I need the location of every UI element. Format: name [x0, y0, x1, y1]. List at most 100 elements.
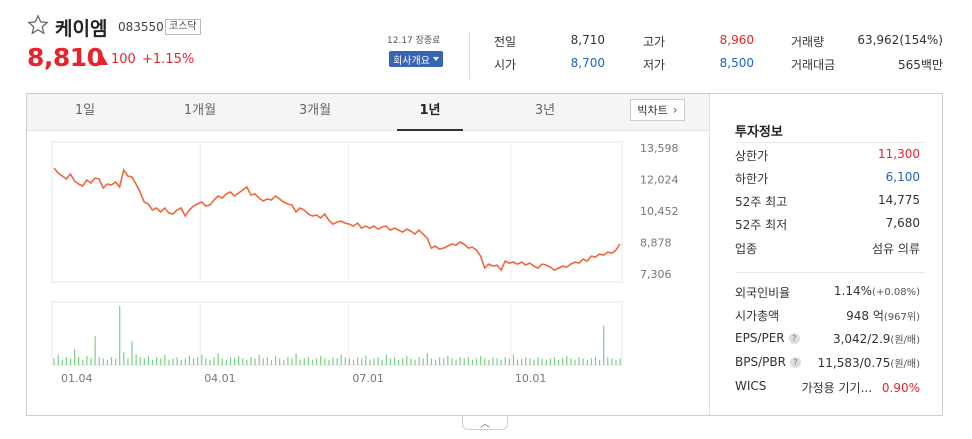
volume-bar [414, 359, 416, 365]
volume-bar [57, 354, 59, 365]
volume-bar [160, 358, 162, 365]
volume-bar [221, 358, 223, 365]
volume-bar [307, 357, 309, 365]
tab-3y[interactable]: 3년 [534, 103, 556, 118]
market-close-date: 12.17 장종료 [387, 36, 441, 46]
volume-bar [357, 357, 359, 365]
volume-bar [508, 358, 510, 365]
volume-bar [74, 349, 76, 365]
volume-bar [385, 354, 387, 365]
bps-pbr-unit: (원/배) [890, 359, 920, 370]
tab-1y[interactable]: 1년 [397, 94, 463, 131]
volume-bar [586, 359, 588, 365]
price-chart[interactable]: 01.04 04.01 07.01 10.01 13,598 12,024 10,452 8,… [27, 132, 709, 416]
chevron-up-icon: ︿ [480, 419, 490, 430]
low-label: 저가 [643, 58, 666, 72]
prev-close-value: 8,710 [570, 33, 605, 47]
volume-bar [336, 358, 338, 365]
volume-bar [143, 358, 145, 365]
volume-bar [619, 358, 621, 365]
volume-bar [557, 359, 560, 365]
volume-bar [53, 358, 55, 365]
volume-label: 거래량 [791, 35, 825, 49]
eps-per-value: 3,042/2.9(원/배) [833, 331, 920, 346]
volume-bar [434, 359, 437, 365]
volume-bar [607, 357, 609, 365]
tab-1d[interactable]: 1일 [74, 103, 96, 118]
volume-bar [410, 358, 412, 365]
volume-bar [315, 358, 318, 365]
volume-bar [90, 358, 92, 365]
price-series-line [53, 167, 621, 272]
volume-bar [529, 358, 531, 365]
upper-limit-label: 상한가 [735, 149, 769, 163]
stock-code: 083550 [118, 20, 164, 34]
volume-bar [475, 358, 478, 365]
open-value: 8,700 [570, 56, 605, 70]
help-icon[interactable]: ? [788, 333, 800, 344]
volume-bar [402, 358, 404, 365]
tab-3m[interactable]: 3개월 [298, 103, 332, 118]
eps-per: 3,042/2.9 [832, 332, 891, 346]
volume-bar [78, 357, 80, 365]
volume-bar [533, 359, 535, 365]
volume-bar [180, 359, 182, 365]
volume-bar [504, 357, 506, 365]
volume-bar [582, 358, 584, 365]
x-tick-label: 04.01 [204, 372, 236, 385]
header-divider [469, 31, 470, 79]
volume-bar [303, 358, 305, 365]
panel-divider [709, 94, 710, 415]
volume-bar [270, 359, 273, 365]
star-icon[interactable] [27, 14, 49, 36]
low52-label: 52주 최저 [735, 218, 788, 232]
info-divider [735, 272, 925, 273]
volume-bar [69, 358, 72, 365]
volume-bar [106, 359, 109, 365]
volume-bar [525, 357, 527, 365]
volume-bar [147, 355, 150, 365]
volume-bar [197, 357, 199, 365]
volume-bar [254, 358, 256, 365]
big-chart-button[interactable]: 빅차트 › [630, 99, 685, 121]
volume-bar [598, 359, 601, 365]
volume-bar [135, 354, 137, 365]
company-overview-label: 회사개요 [393, 55, 430, 67]
market-badge: 코스닥 [165, 19, 201, 35]
volume-bar [373, 358, 375, 365]
wics-sector[interactable]: 가정용 기기... [801, 381, 873, 395]
y-tick-label: 7,306 [640, 268, 672, 281]
volume-bar [119, 306, 121, 365]
volume-bar [594, 357, 597, 365]
foreign-ratio-label: 외국인비율 [735, 286, 791, 300]
volume-plot-frame [51, 301, 623, 366]
volume-bar [590, 358, 592, 365]
upper-limit-value: 11,300 [878, 147, 920, 161]
low-value: 8,500 [719, 56, 754, 70]
high52-value: 14,775 [878, 193, 920, 207]
up-arrow-icon [98, 56, 108, 65]
current-price: 8,810 [27, 43, 104, 72]
collapse-toggle[interactable]: ︿ [462, 416, 508, 430]
volume-bar [131, 341, 133, 365]
volume-bar [225, 359, 227, 365]
company-overview-button[interactable]: 회사개요 [389, 51, 443, 67]
volume-bar [217, 353, 219, 365]
industry-value[interactable]: 섬유 의류 [872, 242, 920, 256]
stock-header: 케이엠 083550 코스닥 8,810 100 +1.15% 12.17 장종… [0, 0, 972, 90]
volume-bar [389, 358, 392, 365]
volume-bar [406, 355, 408, 365]
volume-bar [233, 358, 236, 365]
industry-label: 업종 [735, 242, 758, 256]
volume-bar [521, 358, 523, 365]
volume-bar [332, 357, 334, 365]
info-divider [735, 142, 925, 143]
help-icon[interactable]: ? [789, 357, 801, 368]
volume-bar [369, 359, 371, 365]
volume-bar [176, 357, 178, 365]
volume-bar [377, 357, 379, 365]
volume-bar [348, 358, 351, 365]
tab-1m[interactable]: 1개월 [183, 103, 217, 118]
volume-bar [570, 358, 572, 365]
amount-value: 565백만 [898, 58, 943, 72]
